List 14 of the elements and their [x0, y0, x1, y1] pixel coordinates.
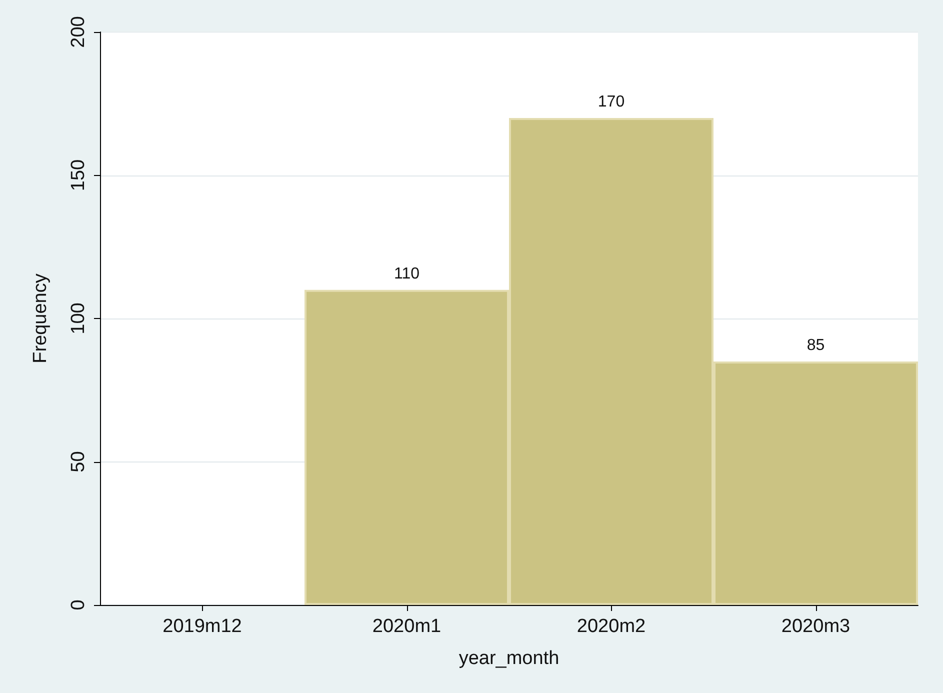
- y-tick-label: 200: [68, 16, 89, 48]
- data-label: 170: [598, 93, 625, 110]
- data-label: 110: [394, 265, 420, 282]
- y-tick-label: 50: [68, 451, 89, 472]
- x-tick-label: 2020m1: [372, 616, 442, 637]
- x-axis-title: year_month: [458, 648, 560, 669]
- x-tick-label: 2020m2: [576, 616, 646, 637]
- y-tick-label: 0: [68, 600, 89, 610]
- y-tick-label: 100: [68, 302, 89, 334]
- y-tick-label: 150: [68, 159, 89, 192]
- x-tick-label: 2019m12: [162, 616, 242, 637]
- x-tick-label: 2020m3: [781, 616, 850, 637]
- data-label: 85: [806, 336, 825, 354]
- y-axis-title: Frequency: [30, 273, 51, 364]
